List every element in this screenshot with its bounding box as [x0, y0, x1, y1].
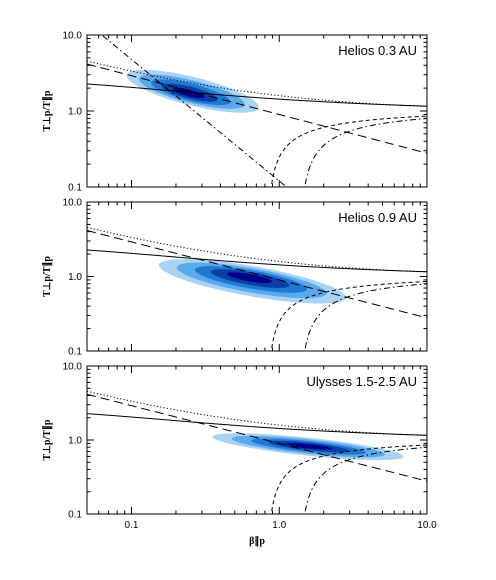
curve-dash-dot-steep [102, 35, 288, 187]
plot-area [87, 226, 427, 349]
curve-dotted [87, 226, 427, 273]
y-tick-label: 0.1 [68, 347, 82, 358]
curve-dash-dot [304, 117, 427, 185]
curve-solid [87, 83, 427, 107]
x-tick-label: 1.0 [272, 520, 286, 531]
curve-long-dash [87, 393, 427, 482]
y-tick-label: 1.0 [68, 272, 82, 283]
y-tick-label: 0.1 [68, 183, 82, 194]
curve-short-dash [271, 281, 427, 349]
curve-short-dash [271, 115, 427, 185]
y-tick-label: 1.0 [68, 436, 82, 447]
y-axis-title: T⊥p/T∥p [42, 419, 53, 460]
y-tick-label: 10.0 [63, 198, 83, 209]
curve-solid [87, 413, 427, 436]
y-tick-label: 10.0 [63, 31, 83, 42]
curve-dash-dot [304, 446, 427, 512]
x-axis-title: β∥p [249, 536, 265, 547]
y-tick-label: 10.0 [63, 362, 83, 373]
y-axis-title: T⊥p/T∥p [42, 90, 53, 131]
density-contour-5 [173, 87, 205, 99]
plot-area [87, 35, 427, 187]
y-axis-title: T⊥p/T∥p [42, 256, 53, 297]
curve-long-dash [87, 63, 427, 154]
curve-dotted [87, 390, 427, 437]
curve-dash-dot [304, 283, 427, 349]
y-tick-label: 0.1 [68, 510, 82, 521]
y-tick-label: 1.0 [68, 107, 82, 118]
panel-3: 0.1 1.0 10.0 0.1 1.0 10.0 β∥p T⊥p/T∥p Ulysses 1.… [42, 362, 437, 548]
density-contour-5 [227, 272, 272, 284]
panel-title: Helios 0.9 AU [338, 210, 417, 225]
x-tick-label: 10.0 [417, 520, 437, 531]
panel-2: 0.1 1.0 10.0 T⊥p/T∥p Helios 0.9 AU [42, 198, 428, 358]
curve-dotted [87, 60, 427, 107]
x-tick-label: 0.1 [125, 520, 139, 531]
panel-1: 0.1 1.0 10.0 T⊥p/T∥p Helios 0.3 AU [42, 31, 428, 194]
curve-short-dash [271, 444, 427, 512]
plot-area [87, 390, 427, 512]
panel-title: Ulysses 1.5-2.5 AU [306, 374, 417, 389]
curve-long-dash [87, 229, 427, 319]
density-contour-5 [286, 443, 333, 450]
curve-solid [87, 249, 427, 273]
panel-title: Helios 0.3 AU [338, 43, 417, 58]
